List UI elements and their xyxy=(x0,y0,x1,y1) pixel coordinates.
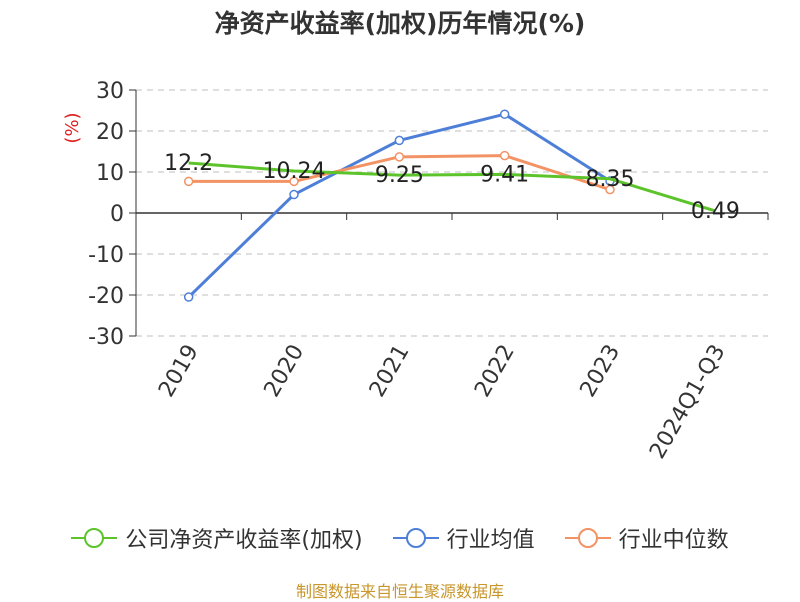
y-tick-label: -30 xyxy=(88,325,124,350)
y-tick-label: 20 xyxy=(96,120,124,145)
legend-label: 公司净资产收益率(加权) xyxy=(125,528,363,553)
data-label: 9.25 xyxy=(375,163,424,188)
data-point xyxy=(394,152,405,162)
data-point xyxy=(183,176,194,187)
legend: 公司净资产收益率(加权) 行业均值 行业中位数 xyxy=(0,518,800,558)
series-line xyxy=(188,161,716,213)
legend-marker-icon xyxy=(392,526,439,550)
legend-marker-icon xyxy=(71,526,118,550)
data-point xyxy=(499,109,510,119)
data-label: 0.49 xyxy=(691,199,740,224)
data-label: 8.35 xyxy=(586,167,635,192)
data-point xyxy=(289,189,299,200)
x-tick-label: 2023 xyxy=(576,341,626,402)
legend-marker-icon xyxy=(564,526,611,550)
y-tick-label: -10 xyxy=(88,243,124,268)
data-label: 12.2 xyxy=(164,151,213,176)
x-tick-label: 2020 xyxy=(260,341,310,402)
data-point xyxy=(394,135,405,146)
data-label: 9.41 xyxy=(480,162,529,187)
data-label: 10.24 xyxy=(263,159,326,184)
y-tick-label: -20 xyxy=(88,284,124,309)
x-tick-label: 2024Q1-Q3 xyxy=(645,341,730,464)
data-point xyxy=(183,292,194,302)
legend-item: 行业均值 xyxy=(392,522,535,554)
chart-title: 净资产收益率(加权)历年情况(%) xyxy=(214,9,586,38)
x-tick-label: 2019 xyxy=(154,341,204,402)
legend-label: 行业中位数 xyxy=(618,528,729,553)
legend-item: 行业中位数 xyxy=(564,522,729,554)
y-tick-label: 10 xyxy=(96,161,124,186)
x-tick-label: 2022 xyxy=(470,341,520,402)
data-point xyxy=(289,176,299,187)
y-tick-label: 0 xyxy=(110,202,124,227)
y-tick-label: 30 xyxy=(96,79,124,104)
source-note: 制图数据来自恒生聚源数据库 xyxy=(295,582,504,601)
legend-label: 行业均值 xyxy=(446,528,535,553)
data-point xyxy=(499,150,510,161)
x-tick-label: 2021 xyxy=(365,341,415,402)
legend-item: 公司净资产收益率(加权) xyxy=(71,522,363,554)
y-axis-label: (%) xyxy=(62,112,83,143)
data-point xyxy=(605,184,615,195)
